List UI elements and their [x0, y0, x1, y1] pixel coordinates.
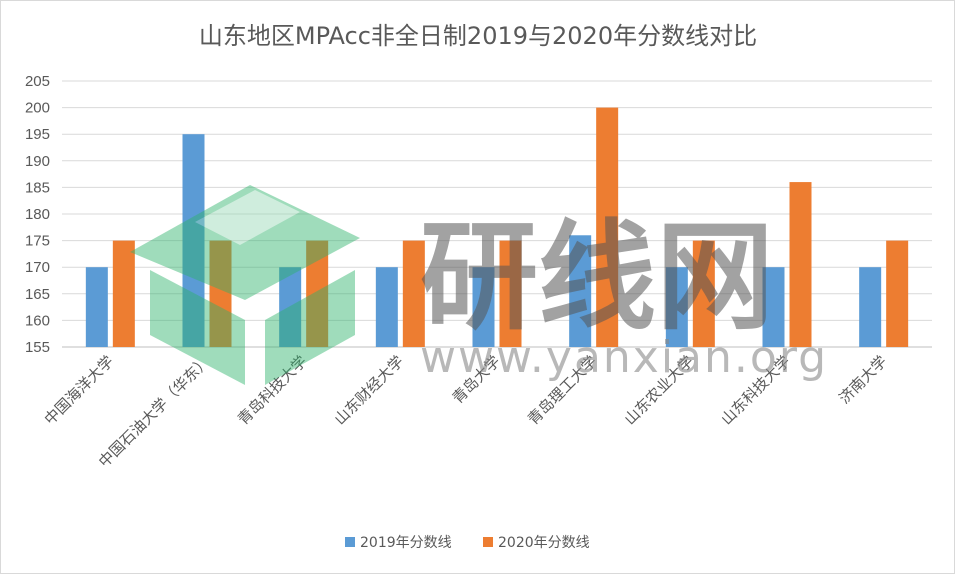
bar-2019 [859, 267, 882, 347]
y-tick-label: 155 [25, 339, 50, 356]
gridlines [62, 80, 932, 348]
y-tick-label: 185 [25, 179, 50, 196]
watermark-url: www.yanxian.org [420, 332, 828, 383]
y-tick-label: 160 [25, 312, 50, 329]
legend-label: 2020年分数线 [498, 535, 590, 551]
y-tick-label: 195 [25, 126, 50, 143]
bar-2019 [665, 267, 688, 347]
legend-swatch [345, 537, 355, 547]
bar-2020 [596, 107, 619, 347]
x-tick-label: 山东财经大学 [331, 352, 407, 428]
bar-2020 [789, 182, 812, 347]
watermark-logo-icon [130, 185, 360, 385]
bars [85, 107, 909, 347]
bar-2020 [692, 240, 715, 347]
y-tick-label: 205 [25, 73, 50, 90]
bar-2019 [762, 267, 785, 347]
bar-2019 [182, 134, 205, 347]
x-tick-label: 济南大学 [835, 352, 890, 407]
x-tick-label: 中国石油大学（华东） [95, 352, 214, 471]
y-tick-label: 180 [25, 206, 50, 223]
bar-2020 [209, 240, 232, 347]
bar-2019 [472, 267, 495, 347]
y-tick-label: 190 [25, 153, 50, 170]
bar-2020 [402, 240, 425, 347]
legend: 2019年分数线 2020年分数线 [345, 535, 590, 551]
bar-2020 [886, 240, 909, 347]
bar-2019 [279, 267, 302, 347]
legend-swatch [483, 537, 493, 547]
y-tick-label: 165 [25, 286, 50, 303]
y-tick-label: 200 [25, 100, 50, 117]
y-axis-ticks: 155 160 165 170 175 180 185 190 195 200 205 [25, 73, 50, 356]
watermark-text: 研线网 [420, 208, 774, 346]
bar-2019 [85, 267, 108, 347]
y-tick-label: 175 [25, 233, 50, 250]
watermark: 研线网 www.yanxian.org [130, 185, 828, 385]
bar-2020 [112, 240, 135, 347]
bar-2020 [306, 240, 329, 347]
chart-title: 山东地区MPAcc非全日制2019与2020年分数线对比 [199, 22, 757, 50]
x-tick-label: 中国海洋大学 [41, 352, 117, 428]
bar-2020 [499, 240, 522, 347]
bar-2019 [375, 267, 398, 347]
bar-2019 [569, 235, 592, 347]
y-tick-label: 170 [25, 259, 50, 276]
legend-label: 2019年分数线 [360, 535, 452, 551]
